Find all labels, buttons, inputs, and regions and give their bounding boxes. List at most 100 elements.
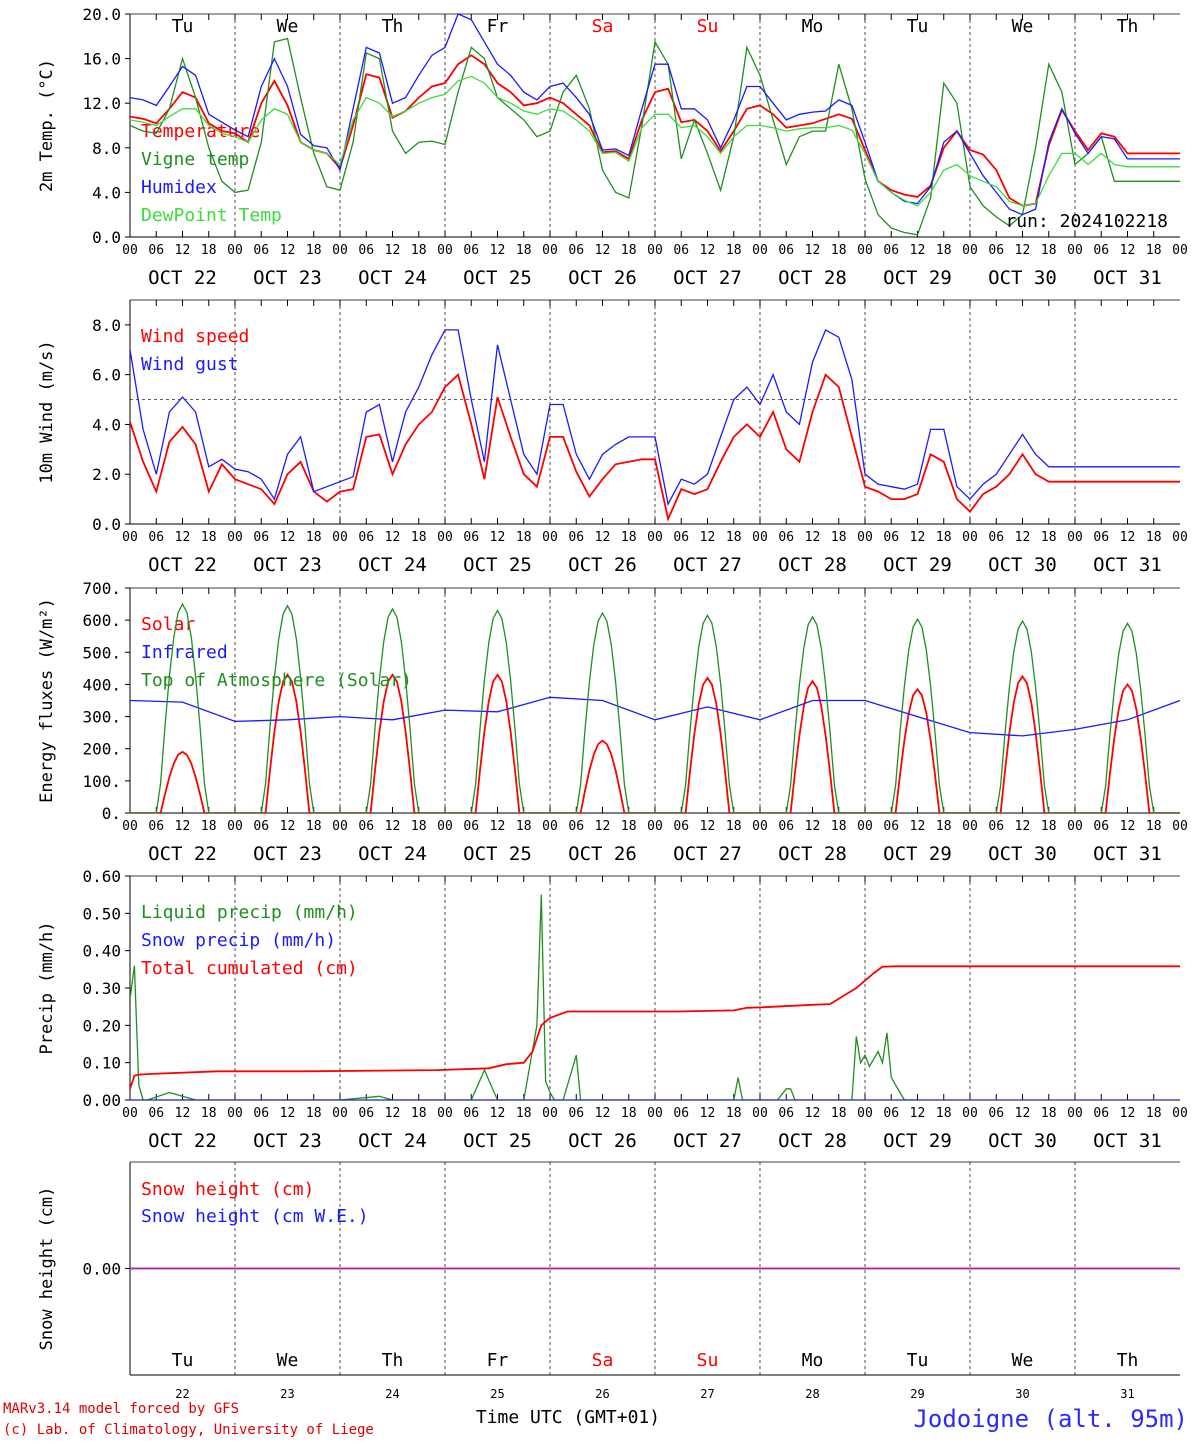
- day-number: 22: [175, 1387, 189, 1401]
- date-label: OCT 27: [673, 843, 742, 865]
- x-tick-label: 18: [936, 819, 952, 834]
- legend-entry: Humidex: [141, 177, 217, 198]
- y-tick-label: 8.0: [92, 316, 121, 335]
- x-tick-label: 00: [437, 530, 453, 545]
- x-tick-label: 18: [1041, 530, 1057, 545]
- x-tick-label: 12: [1015, 1106, 1031, 1121]
- x-tick-label: 00: [332, 819, 348, 834]
- date-label: OCT 29: [883, 843, 952, 865]
- y-axis-label: 10m Wind (m/s): [37, 340, 57, 483]
- x-tick-label: 12: [1120, 819, 1136, 834]
- x-tick-label: 18: [936, 243, 952, 258]
- x-tick-label: 18: [1146, 1106, 1162, 1121]
- date-label: OCT 27: [673, 554, 742, 576]
- x-tick-label: 00: [752, 819, 768, 834]
- panel-snow: 0.00 Snow height (cm) Tu We Th Fr Sa Su Mo Tu We Th…: [37, 1161, 1180, 1376]
- date-label: OCT 30: [988, 554, 1057, 576]
- date-label: OCT 31: [1093, 554, 1162, 576]
- x-tick-label: 12: [700, 1106, 716, 1121]
- legend-entry: Snow precip (mm/h): [141, 930, 336, 951]
- x-tick-label: 18: [621, 243, 637, 258]
- series-line-liquid-precip-mm-h-: [130, 894, 918, 1100]
- date-label: OCT 26: [568, 843, 637, 865]
- legend-entry: Snow height (cm): [141, 1179, 314, 1200]
- y-tick-label: 20.0: [82, 5, 121, 24]
- day-name: Th: [382, 16, 404, 37]
- x-tick-label: 12: [805, 243, 821, 258]
- x-tick-label: 12: [280, 243, 296, 258]
- series-line-top-of-atmosphere-solar-: [130, 602, 1180, 813]
- date-label: OCT 29: [883, 1130, 952, 1152]
- y-tick-label: 0.0: [92, 228, 121, 247]
- legend-entry: Top of Atmosphere (Solar): [141, 670, 412, 691]
- x-tick-label: 06: [778, 243, 794, 258]
- x-tick-label: 18: [306, 530, 322, 545]
- x-tick-label: 12: [1120, 1106, 1136, 1121]
- day-number: 23: [280, 1387, 294, 1401]
- x-tick-label: 06: [568, 530, 584, 545]
- legend-entry: Total cumulated (cm): [141, 958, 358, 979]
- x-tick-label: 00: [857, 819, 873, 834]
- x-tick-label: 00: [857, 530, 873, 545]
- x-tick-label: 06: [358, 530, 374, 545]
- day-name: Mo: [802, 16, 824, 37]
- x-tick-label: 00: [1067, 1106, 1083, 1121]
- date-label: OCT 28: [778, 554, 847, 576]
- day-name: Sa: [592, 1350, 614, 1371]
- x-tick-label: 00: [1067, 530, 1083, 545]
- day-name: Su: [697, 16, 719, 37]
- x-tick-label: 00: [1172, 530, 1188, 545]
- footer-credit: (c) Lab. of Climatology, University of L…: [3, 1422, 374, 1438]
- day-number: 25: [490, 1387, 504, 1401]
- x-tick-label: 06: [883, 819, 899, 834]
- x-tick-label: 18: [726, 530, 742, 545]
- x-tick-label: 00: [857, 1106, 873, 1121]
- day-name: Th: [1117, 1350, 1139, 1371]
- x-tick-label: 18: [516, 1106, 532, 1121]
- y-tick-label: 0.50: [82, 904, 121, 923]
- x-tick-label: 18: [831, 530, 847, 545]
- x-tick-label: 00: [227, 1106, 243, 1121]
- date-label: OCT 27: [673, 1130, 742, 1152]
- x-tick-label: 00: [752, 243, 768, 258]
- x-tick-label: 12: [490, 819, 506, 834]
- y-axis-label: Energy fluxes (W/m²): [37, 598, 57, 803]
- y-tick-label: 2.0: [92, 465, 121, 484]
- x-tick-label: 00: [437, 819, 453, 834]
- x-tick-label: 18: [936, 1106, 952, 1121]
- x-tick-label: 00: [1172, 1106, 1188, 1121]
- y-tick-label: 0.40: [82, 942, 121, 961]
- x-tick-label: 18: [1041, 819, 1057, 834]
- x-tick-label: 12: [175, 819, 191, 834]
- series-line-wind-speed: [130, 373, 1180, 522]
- legend-entry: Wind gust: [141, 354, 239, 375]
- day-name: We: [277, 1350, 299, 1371]
- x-tick-label: 00: [1067, 819, 1083, 834]
- legend-entry: DewPoint Temp: [141, 205, 282, 226]
- x-tick-label: 06: [568, 819, 584, 834]
- x-tick-label: 00: [857, 243, 873, 258]
- x-tick-label: 00: [227, 530, 243, 545]
- day-name: Fr: [487, 16, 509, 37]
- date-label: OCT 26: [568, 267, 637, 289]
- legend-entry: Vigne temp: [141, 149, 249, 170]
- date-label: OCT 28: [778, 1130, 847, 1152]
- x-tick-label: 00: [962, 530, 978, 545]
- y-tick-label: 200.: [82, 740, 121, 759]
- x-tick-label: 00: [437, 1106, 453, 1121]
- x-tick-labels: 00 06 12 18 OCT 22 00 06 12 18 OCT 23 00 06 12 18 OCT …: [122, 876, 1188, 1152]
- panel-flux: 0. 100. 200. 300. 400. 500. 600. 700. Energy flu…: [37, 579, 1188, 865]
- x-tick-label: 06: [358, 819, 374, 834]
- x-tick-label: 00: [227, 819, 243, 834]
- x-tick-label: 00: [332, 1106, 348, 1121]
- x-tick-label: 00: [962, 1106, 978, 1121]
- y-tick-label: 0.30: [82, 979, 121, 998]
- y-tick-labels: 0.0 4.0 8.0 12.0 16.0 20.0: [82, 5, 130, 247]
- x-tick-label: 06: [253, 243, 269, 258]
- run-label: run: 2024102218: [1005, 211, 1168, 232]
- x-tick-label: 06: [1093, 530, 1109, 545]
- date-label: OCT 22: [148, 843, 217, 865]
- x-tick-label: 06: [1093, 243, 1109, 258]
- date-label: OCT 25: [463, 267, 532, 289]
- y-axis-label: Precip (mm/h): [37, 921, 57, 1054]
